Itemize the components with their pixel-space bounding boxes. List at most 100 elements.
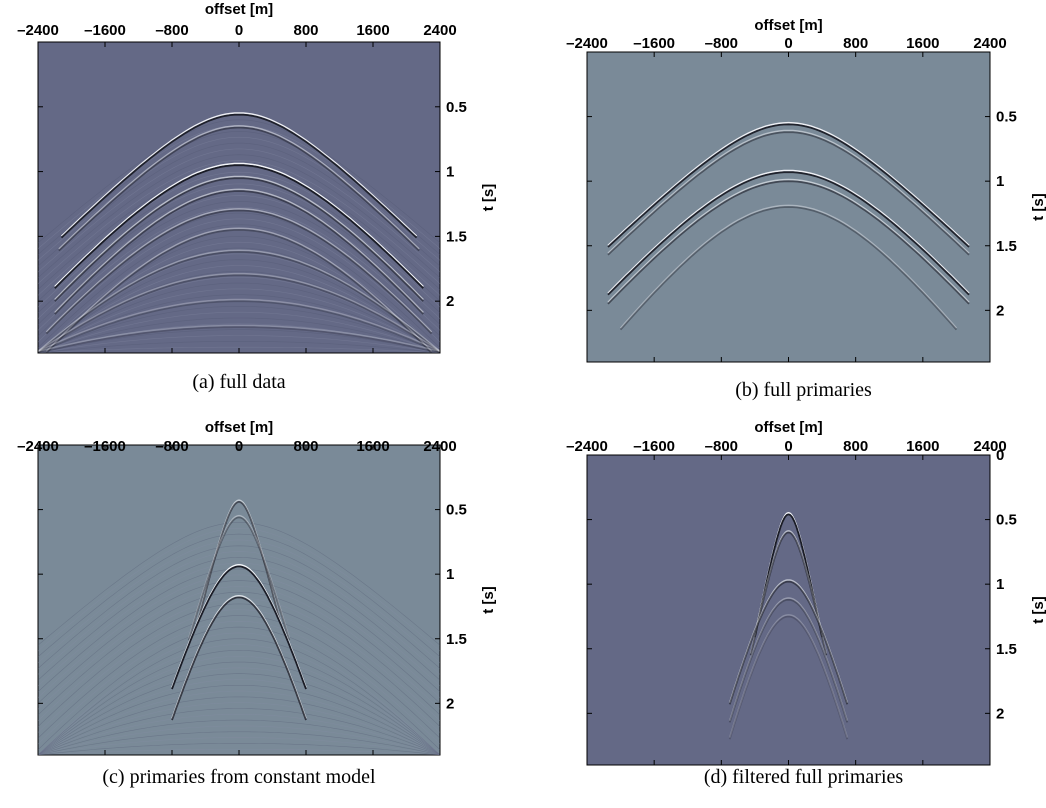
noise-event	[38, 311, 440, 353]
noise-event	[38, 306, 440, 353]
noise-event	[38, 591, 440, 716]
noise-event	[38, 259, 440, 353]
noise-event	[38, 609, 440, 733]
noise-event	[38, 696, 440, 755]
y-tick-label: 0.5	[446, 99, 467, 116]
x-tick-label: –1600	[84, 22, 126, 39]
noise-event	[38, 335, 440, 353]
noise-event	[38, 317, 440, 353]
x-tick-label: –800	[705, 35, 738, 52]
x-tick-label: 800	[293, 438, 318, 455]
noise-event	[38, 557, 440, 681]
noise-event	[38, 626, 440, 751]
noise-event	[38, 667, 440, 755]
x-tick-label: –2400	[17, 438, 59, 455]
panel-caption: (a) full data	[192, 371, 285, 393]
reflection-event-dark	[607, 180, 970, 305]
noise-event	[38, 620, 440, 745]
panel-caption: (c) primaries from constant model	[102, 766, 376, 788]
noise-event	[38, 685, 440, 755]
x-tick-label: –800	[705, 438, 738, 455]
reflection-event-dark	[187, 516, 291, 641]
reflection-event-dark	[38, 274, 440, 353]
panel-b: –2400 –1600 –800 0 800 1600 2400 offset [m] 0.5 1…	[566, 17, 1046, 401]
noise-event	[38, 148, 440, 273]
noise-event	[38, 522, 440, 646]
noise-event	[38, 562, 440, 687]
noise-event	[38, 276, 440, 353]
reflection-event-dark	[728, 580, 849, 705]
x-tick-label: –800	[155, 22, 188, 39]
noise-event	[38, 638, 440, 755]
panel-caption: (b) full primaries	[735, 379, 872, 401]
y-tick-label: 1	[996, 576, 1004, 593]
y-tick-label: 2	[996, 705, 1004, 722]
x-axis-label: offset [m]	[754, 17, 822, 34]
y-tick-label: 1.5	[446, 228, 467, 245]
reflection-event-light	[54, 162, 424, 288]
noise-event	[38, 708, 440, 755]
reflection-event-light	[188, 514, 291, 639]
reflection-event-dark	[196, 500, 282, 625]
noise-event	[38, 341, 440, 353]
reflection-event-light	[607, 121, 970, 246]
noise-event	[38, 661, 440, 755]
noise-event	[38, 136, 440, 261]
x-tick-label: 0	[784, 438, 792, 455]
x-tick-label: 1600	[356, 22, 389, 39]
noise-event	[38, 702, 440, 755]
noise-event	[38, 300, 440, 353]
plot-background	[37, 444, 441, 756]
reflection-event-light	[54, 175, 424, 301]
noise-event	[38, 731, 440, 755]
noise-event	[38, 230, 440, 353]
y-tick-label: 0.5	[996, 512, 1017, 529]
noise-event	[38, 265, 440, 353]
x-tick-label: –2400	[566, 35, 608, 52]
noise-event	[38, 743, 440, 755]
noise-event	[38, 206, 440, 331]
noise-event	[38, 714, 440, 755]
reflection-event-light	[38, 272, 440, 353]
reflection-event-dark	[171, 565, 307, 690]
y-tick-label: 1	[446, 566, 454, 583]
reflection-event-dark	[728, 615, 849, 740]
reflection-event-dark	[45, 228, 433, 353]
noise-event	[38, 533, 440, 658]
x-tick-label: 800	[843, 35, 868, 52]
noise-event	[38, 719, 440, 755]
noise-event	[38, 650, 440, 755]
reflection-event-light	[607, 169, 970, 294]
reflection-event-light	[619, 204, 958, 329]
noise-event	[38, 580, 440, 704]
y-tick-label: 0.5	[446, 502, 467, 519]
x-tick-label: 800	[293, 22, 318, 39]
reflection-event-light	[607, 178, 970, 303]
x-tick-label: 0	[784, 35, 792, 52]
noise-event	[38, 539, 440, 663]
x-axis-label: offset [m]	[754, 419, 822, 436]
noise-event	[38, 551, 440, 675]
y-tick-label: 2	[446, 293, 454, 310]
noise-event	[38, 673, 440, 755]
reflection-event-light	[728, 597, 849, 722]
reflection-event-dark	[171, 596, 307, 721]
y-tick-label: 2	[446, 695, 454, 712]
reflection-event-dark	[607, 171, 970, 296]
noise-event	[38, 212, 440, 337]
x-tick-label: –800	[155, 438, 188, 455]
x-tick-label: 1600	[906, 35, 939, 52]
plot-background	[586, 51, 991, 363]
reflection-event-dark	[38, 326, 440, 353]
x-tick-label: –1600	[633, 438, 675, 455]
panel-d: –2400 –1600 –800 0 800 1600 2400 offset [m] 0 0.5…	[566, 419, 1046, 788]
x-tick-label: –1600	[633, 35, 675, 52]
noise-event	[38, 195, 440, 319]
y-axis-label: t [s]	[1030, 193, 1046, 221]
noise-event	[38, 294, 440, 353]
noise-event	[38, 644, 440, 755]
y-tick-label: 1.5	[996, 238, 1017, 255]
noise-event	[38, 568, 440, 692]
x-axis-label: offset [m]	[205, 1, 273, 18]
